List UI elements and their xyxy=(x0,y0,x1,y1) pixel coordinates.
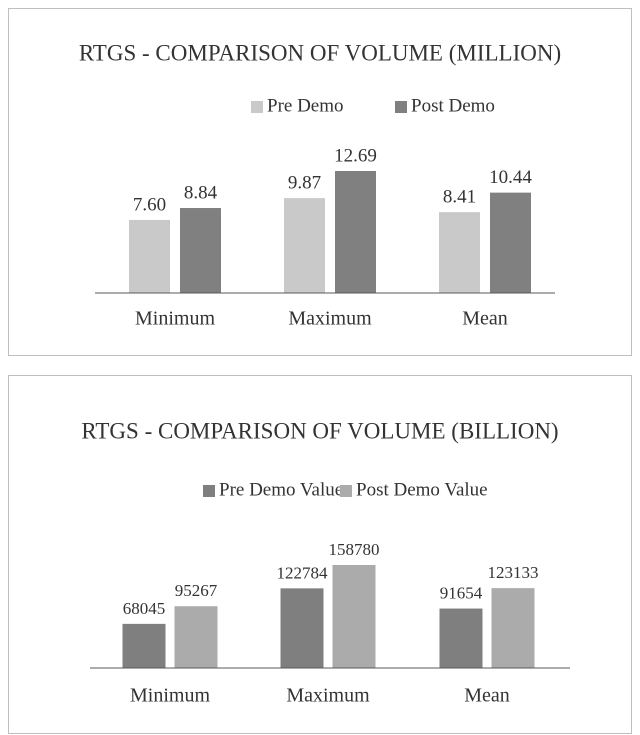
bar xyxy=(335,171,376,293)
data-label: 123133 xyxy=(488,563,539,582)
bar xyxy=(280,588,324,668)
legend-swatch xyxy=(251,101,263,113)
bar xyxy=(122,623,166,668)
data-label: 7.60 xyxy=(133,194,166,215)
data-label: 10.44 xyxy=(489,167,532,188)
bar xyxy=(490,192,531,293)
x-tick-label: Minimum xyxy=(135,308,215,330)
data-label: 9.87 xyxy=(288,172,321,193)
legend-label: Post Demo Value xyxy=(356,479,488,500)
bar xyxy=(129,219,170,293)
x-tick-label: Mean xyxy=(464,685,510,707)
data-label: 12.69 xyxy=(334,145,377,166)
x-tick-label: Minimum xyxy=(130,685,210,707)
legend-label: Post Demo xyxy=(411,95,495,116)
data-label: 95267 xyxy=(175,581,218,600)
x-tick-label: Mean xyxy=(462,308,508,330)
data-label: 122784 xyxy=(277,563,329,582)
x-tick-label: Maximum xyxy=(286,685,370,707)
chart-frame xyxy=(8,375,632,734)
bar xyxy=(439,212,480,293)
bar xyxy=(491,588,535,668)
legend-swatch xyxy=(340,485,352,497)
bar xyxy=(332,565,376,668)
data-label: 8.84 xyxy=(184,182,218,203)
x-tick-label: Maximum xyxy=(288,308,372,330)
legend-swatch xyxy=(203,485,215,497)
legend-swatch xyxy=(395,101,407,113)
bar xyxy=(180,208,221,293)
bar xyxy=(174,606,218,668)
data-label: 91654 xyxy=(440,583,483,602)
chart-title: RTGS - COMPARISON OF VOLUME (BILLION) xyxy=(81,418,558,443)
data-label: 8.41 xyxy=(443,187,476,208)
chart-title: RTGS - COMPARISON OF VOLUME (MILLION) xyxy=(79,40,561,65)
bar xyxy=(284,198,325,293)
data-label: 68045 xyxy=(123,599,166,618)
legend-label: Pre Demo xyxy=(267,95,344,116)
chart-frame xyxy=(8,8,632,356)
bar xyxy=(439,608,483,668)
data-label: 158780 xyxy=(329,540,380,559)
legend-label: Pre Demo Value xyxy=(219,479,343,500)
